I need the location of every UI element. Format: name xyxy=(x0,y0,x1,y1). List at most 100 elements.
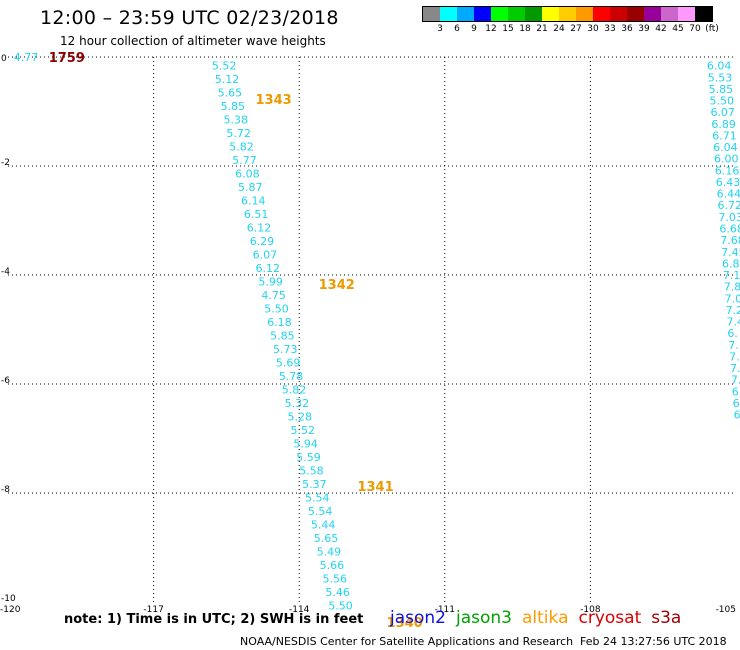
right-track-value: 6. xyxy=(733,397,740,410)
legend-swatch xyxy=(508,7,525,21)
x-tick-label: -120 xyxy=(0,605,21,615)
color-scale-swatches xyxy=(422,6,713,22)
legend-tick-label: 36 xyxy=(621,24,633,34)
y-tick-label: -6 xyxy=(1,376,10,386)
legend-tick-label: 70 xyxy=(689,24,701,34)
center-track-value: 6.14 xyxy=(241,195,266,208)
x-tick-label: -117 xyxy=(143,605,163,615)
center-track-value: 5.77 xyxy=(232,154,257,167)
right-track-value: 6.68 xyxy=(719,222,740,235)
center-track-value: 6.07 xyxy=(253,249,278,262)
satellite-cryosat: cryosat xyxy=(578,608,642,628)
legend-swatch xyxy=(695,7,712,21)
center-track-value: 5.52 xyxy=(290,424,315,437)
chart-title: 12:00 – 23:59 UTC 02/23/2018 xyxy=(40,7,339,29)
center-track-value: 5.85 xyxy=(270,330,295,343)
center-track-value: 5.28 xyxy=(288,410,313,423)
satellite-legend: jason2 jason3 altika cryosat s3a xyxy=(390,608,691,628)
legend-swatch xyxy=(457,7,474,21)
color-scale-ticks: 3 6 9 12 15 18 21 24 27 30 33 36 39 42 45 70 (ft) xyxy=(422,22,719,36)
legend-tick-label: 27 xyxy=(570,24,582,34)
chart-subtitle: 12 hour collection of altimeter wave hei… xyxy=(60,34,326,48)
color-scale-legend: 3 6 9 12 15 18 21 24 27 30 33 36 39 42 45 70 (ft) xyxy=(422,6,719,36)
legend-tick-label: 30 xyxy=(587,24,599,34)
center-track-value: 5.87 xyxy=(238,181,263,194)
credit-text: NOAA/NESDIS Center for Satellite Applica… xyxy=(240,635,574,648)
center-track-value: 5.38 xyxy=(223,114,248,127)
right-track-value: 6.43 xyxy=(716,176,740,189)
legend-tick-label: 24 xyxy=(553,24,565,34)
right-track-value: 7.45 xyxy=(721,246,740,259)
satellite-altika: altika xyxy=(522,608,569,628)
center-track-value: 5.69 xyxy=(276,356,301,369)
right-track-value: 7.2 xyxy=(726,304,740,317)
right-track-value: 6.44 xyxy=(717,188,740,201)
right-track-value: 6. xyxy=(734,409,740,422)
right-track-value: 6.8 xyxy=(722,257,740,270)
center-track-value: 6.29 xyxy=(250,235,274,248)
legend-tick-label: 42 xyxy=(655,24,667,34)
right-track-value: 6.07 xyxy=(710,106,735,119)
legend-swatch xyxy=(423,7,440,21)
legend-tick-label: 12 xyxy=(485,24,497,34)
right-track-value: 7.4 xyxy=(726,316,740,329)
legend-tick-label: 21 xyxy=(536,24,548,34)
center-track-value: 5.94 xyxy=(293,437,318,450)
right-track-value: 7.03 xyxy=(718,211,740,224)
x-tick-label: -114 xyxy=(289,605,310,615)
right-track-value: 6. xyxy=(727,327,738,340)
center-track-value: 5.73 xyxy=(273,343,298,356)
legend-swatch xyxy=(576,7,593,21)
left-edge-timestamp: 1759 xyxy=(49,51,85,66)
center-track-value: 5.82 xyxy=(282,383,307,396)
center-track-value: 5.44 xyxy=(311,518,336,531)
right-track-value: 6.00 xyxy=(714,153,739,166)
right-track-value: 6.04 xyxy=(713,141,738,154)
center-track-value: 5.58 xyxy=(299,464,324,477)
satellite-jason3: jason3 xyxy=(456,608,512,628)
legend-swatch xyxy=(627,7,644,21)
legend-tick-label: 39 xyxy=(638,24,650,34)
center-track-value: 6.18 xyxy=(267,316,292,329)
generated-timestamp: Feb 24 13:27:56 UTC 2018 xyxy=(580,635,727,648)
x-tick-label: -111 xyxy=(435,605,455,615)
center-track-value: 5.85 xyxy=(221,100,246,113)
legend-swatch xyxy=(559,7,576,21)
legend-tick-label: 45 xyxy=(672,24,684,34)
center-track-value: 6.12 xyxy=(247,222,272,235)
right-track-value: 5.50 xyxy=(710,95,735,108)
legend-swatch xyxy=(661,7,678,21)
y-tick-label: -10 xyxy=(1,594,16,604)
center-track-value: 5.78 xyxy=(279,370,304,383)
legend-tick-label: 15 xyxy=(502,24,514,34)
track-timestamp: 1340 xyxy=(387,616,423,631)
right-track-value: 7.0 xyxy=(725,292,740,305)
center-track-value: 6.51 xyxy=(244,208,269,221)
center-track-value: 5.82 xyxy=(229,141,254,154)
right-track-value: 6. xyxy=(732,385,740,398)
legend-swatch xyxy=(525,7,542,21)
right-track-value: 6.89 xyxy=(711,118,736,131)
legend-tick-label: (ft) xyxy=(705,24,719,34)
track-timestamp: 1342 xyxy=(319,278,355,293)
legend-swatch xyxy=(644,7,661,21)
center-track-value: 5.12 xyxy=(215,73,240,86)
legend-tick-label: 6 xyxy=(454,24,460,34)
center-track-value: 5.50 xyxy=(264,303,289,316)
y-tick-label: -8 xyxy=(1,485,10,495)
x-tick-label: -108 xyxy=(580,605,601,615)
left-edge-value: 4.77 xyxy=(14,51,38,64)
right-track-value: 6.04 xyxy=(707,60,732,73)
center-track-value: 5.32 xyxy=(285,397,310,410)
center-track-value: 5.54 xyxy=(308,505,333,518)
center-track-value: 5.72 xyxy=(226,127,251,140)
center-track-value: 5.65 xyxy=(218,87,243,100)
center-track-value: 5.65 xyxy=(314,532,339,545)
legend-swatch xyxy=(593,7,610,21)
legend-swatch xyxy=(542,7,559,21)
track-timestamp: 1341 xyxy=(357,480,393,495)
footer-note: note: 1) Time is in UTC; 2) SWH is in fe… xyxy=(64,612,364,627)
center-track-value: 5.37 xyxy=(302,478,327,491)
legend-tick-label: 18 xyxy=(519,24,531,34)
